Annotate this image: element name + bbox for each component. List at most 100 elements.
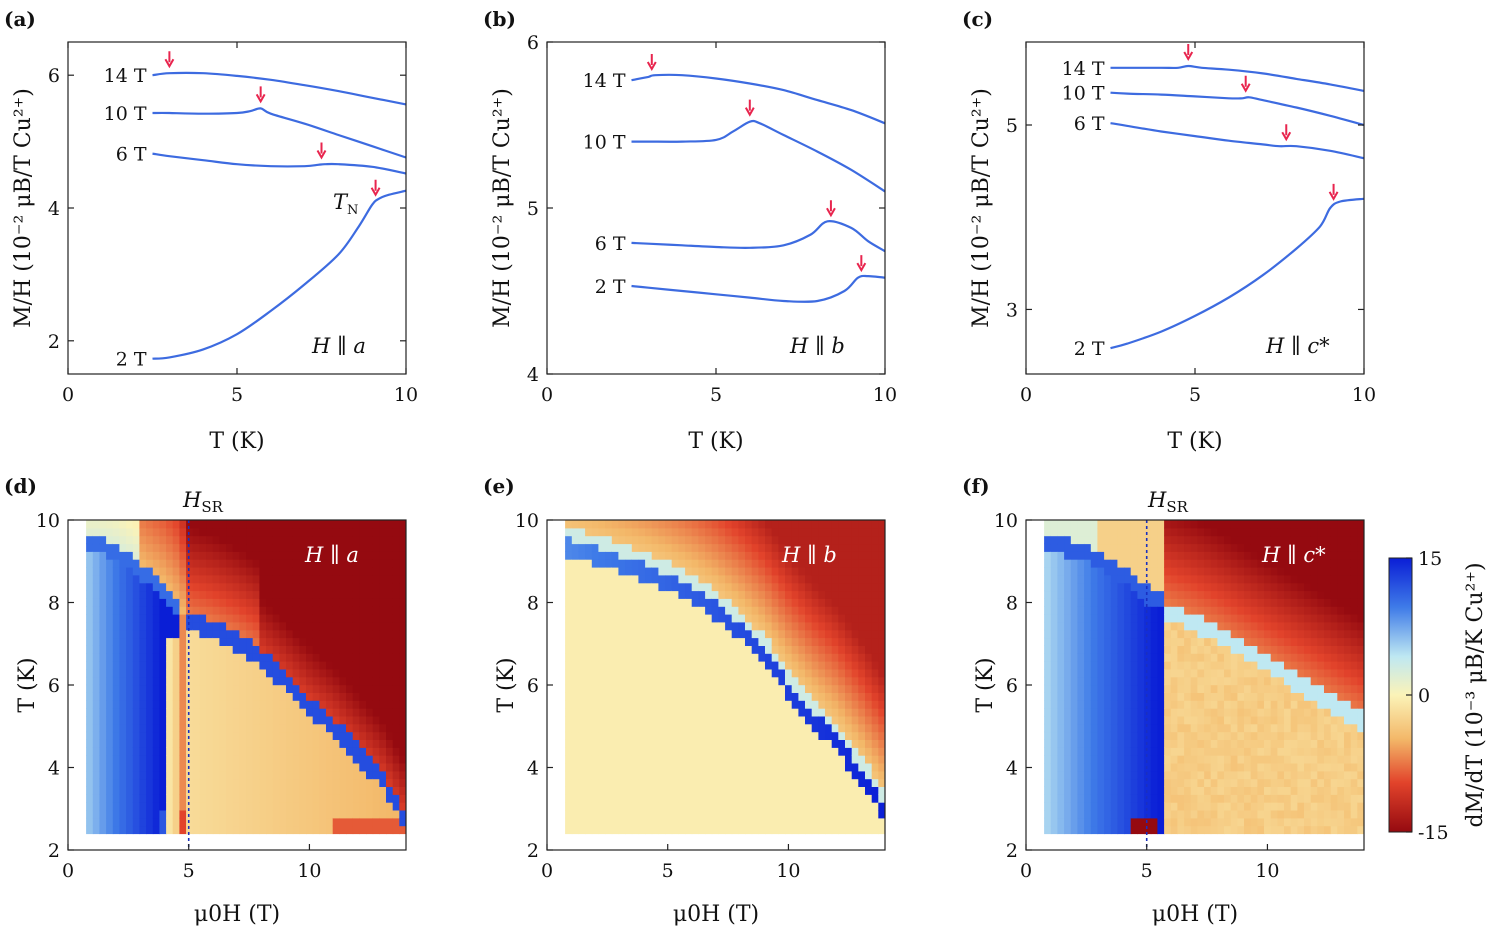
- heatmap-cell: [1177, 779, 1184, 787]
- heatmap-cell: [858, 685, 865, 693]
- heatmap-cell: [313, 653, 320, 661]
- heatmap-cell: [226, 669, 233, 677]
- heatmap-cell: [565, 700, 572, 708]
- heatmap-cell: [1111, 567, 1118, 575]
- heatmap-cell: [592, 685, 599, 693]
- heatmap-cell: [93, 653, 100, 661]
- heatmap-cell: [246, 638, 253, 646]
- heatmap-cell: [146, 575, 153, 583]
- heatmap-cell: [1151, 732, 1158, 740]
- heatmap-cell: [1117, 724, 1124, 732]
- heatmap-cell: [1084, 551, 1091, 559]
- heatmap-cell: [133, 747, 140, 755]
- heatmap-cell: [832, 575, 839, 583]
- heatmap-cell: [279, 630, 286, 638]
- heatmap-cell: [1124, 755, 1131, 763]
- hsr-symbol: H: [182, 488, 202, 512]
- heatmap-cell: [738, 544, 745, 552]
- heatmap-cell: [638, 692, 645, 700]
- heatmap-cell: [179, 606, 186, 614]
- heatmap-cell: [1171, 661, 1178, 669]
- heatmap-cell: [206, 528, 213, 536]
- heatmap-cell: [678, 740, 685, 748]
- heatmap-cell: [1064, 724, 1071, 732]
- heatmap-cell: [146, 677, 153, 685]
- heatmap-cell: [213, 802, 220, 810]
- heatmap-cell: [1044, 732, 1051, 740]
- heatmap-cell: [732, 747, 739, 755]
- heatmap-cell: [1184, 520, 1191, 528]
- heatmap-cell: [1164, 755, 1171, 763]
- heatmap-cell: [353, 708, 360, 716]
- heatmap-cell: [1197, 692, 1204, 700]
- heatmap-cell: [279, 700, 286, 708]
- heatmap-cell: [852, 551, 859, 559]
- heatmap-cell: [1157, 575, 1164, 583]
- heatmap-cell: [672, 567, 679, 575]
- heatmap-cell: [605, 732, 612, 740]
- heatmap-cell: [1131, 567, 1138, 575]
- heatmap-cell: [353, 692, 360, 700]
- heatmap-cell: [213, 520, 220, 528]
- heatmap-cell: [279, 763, 286, 771]
- heatmap-cell: [692, 716, 699, 724]
- heatmap-cell: [219, 685, 226, 693]
- heatmap-cell: [1097, 567, 1104, 575]
- heatmap-cell: [139, 732, 146, 740]
- heatmap-cell: [1124, 661, 1131, 669]
- heatmap-cell: [159, 763, 166, 771]
- heatmap-cell: [206, 747, 213, 755]
- heatmap-cell: [319, 787, 326, 795]
- heatmap-cell: [393, 638, 400, 646]
- heatmap-cell: [818, 700, 825, 708]
- heatmap-cell: [293, 724, 300, 732]
- heatmap-cell: [665, 700, 672, 708]
- heatmap-cell: [705, 583, 712, 591]
- heatmap-cell: [1117, 591, 1124, 599]
- heatmap-cell: [1191, 716, 1198, 724]
- heatmap-cell: [146, 700, 153, 708]
- heatmap-cell: [186, 638, 193, 646]
- heatmap-cell: [592, 551, 599, 559]
- heatmap-cell: [246, 771, 253, 779]
- heatmap-cell: [1137, 528, 1144, 536]
- heatmap-cell: [1084, 818, 1091, 826]
- heatmap-cell: [319, 685, 326, 693]
- heatmap-cell: [213, 747, 220, 755]
- heatmap-cell: [379, 630, 386, 638]
- heatmap-cell: [159, 591, 166, 599]
- heatmap-cell: [778, 810, 785, 818]
- heatmap-cell: [718, 630, 725, 638]
- heatmap-cell: [1177, 794, 1184, 802]
- heatmap-cell: [193, 591, 200, 599]
- heatmap-cell: [658, 614, 665, 622]
- heatmap-cell: [632, 598, 639, 606]
- heatmap-cell: [1164, 630, 1171, 638]
- heatmap-cell: [133, 740, 140, 748]
- heatmap-cell: [119, 692, 126, 700]
- heatmap-cell: [1137, 802, 1144, 810]
- heatmap-cell: [326, 716, 333, 724]
- heatmap-cell: [672, 818, 679, 826]
- heatmap-cell: [379, 724, 386, 732]
- heatmap-cell: [792, 787, 799, 795]
- heatmap-cell: [146, 536, 153, 544]
- heatmap-cell: [193, 645, 200, 653]
- heatmap-cell: [1184, 614, 1191, 622]
- heatmap-cell: [745, 606, 752, 614]
- heatmap-cell: [386, 700, 393, 708]
- heatmap-cell: [1151, 661, 1158, 669]
- heatmap-cell: [732, 583, 739, 591]
- heatmap-cell: [758, 559, 765, 567]
- heatmap-cell: [159, 740, 166, 748]
- heatmap-cell: [166, 826, 173, 834]
- heatmap-cell: [1151, 740, 1158, 748]
- heatmap-cell: [838, 630, 845, 638]
- heatmap-cell: [1151, 716, 1158, 724]
- heatmap-cell: [253, 755, 260, 763]
- heatmap-cell: [1071, 700, 1078, 708]
- panel-c-ylabel: M/H (10⁻² μB/T Cu²⁺): [969, 88, 994, 328]
- heatmap-cell: [1044, 818, 1051, 826]
- heatmap-cell: [253, 732, 260, 740]
- heatmap-cell: [359, 826, 366, 834]
